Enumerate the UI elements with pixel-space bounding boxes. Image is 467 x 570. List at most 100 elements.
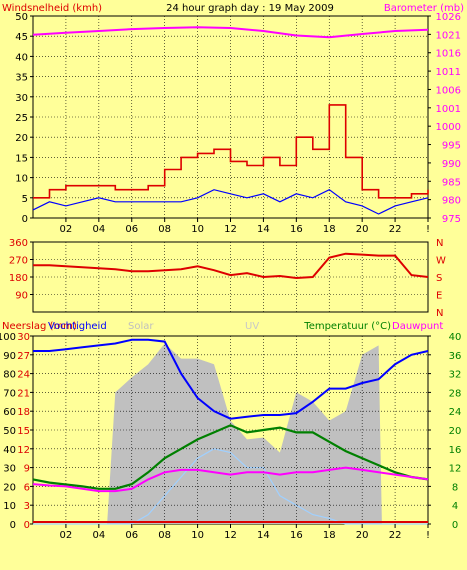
humidity-tick-label: 60 [3, 407, 16, 418]
compass-label: E [436, 291, 442, 302]
rain-tick-label: 18 [17, 407, 30, 418]
x-tick-label: 06 [125, 530, 138, 541]
direction-tick-label: 90 [15, 291, 28, 302]
humidity-tick-label: 20 [3, 482, 16, 493]
rain-tick-label: 21 [17, 388, 30, 399]
y-tick-label: 980 [442, 196, 461, 207]
humidity-tick-label: 100 [0, 332, 16, 343]
y-tick-label: 28 [449, 388, 462, 399]
humidity-tick-label: 70 [3, 388, 16, 399]
x-tick-label: 08 [158, 530, 171, 541]
y-tick-label: 8 [452, 482, 458, 493]
rain-tick-label: 24 [17, 370, 30, 381]
rain-tick-label: 6 [24, 482, 30, 493]
direction-tick-label: 360 [9, 238, 28, 249]
direction-tick-label: 180 [9, 273, 28, 284]
solar-axis-title: Solar [128, 321, 154, 332]
x-tick-label: ! [426, 530, 430, 541]
rain-tick-label: 27 [17, 351, 30, 362]
barometer-axis-title: Barometer (mb) [384, 3, 464, 14]
x-tick-label: 18 [323, 224, 336, 235]
y-tick-label: 20 [449, 426, 462, 437]
x-tick-label: 06 [125, 224, 138, 235]
x-tick-label: 14 [257, 224, 270, 235]
y-tick-label: 0 [22, 214, 28, 225]
x-tick-label: 22 [389, 530, 402, 541]
y-tick-label: 10 [15, 174, 28, 185]
humidity-tick-label: 30 [3, 464, 16, 475]
humidity-tick-label: 50 [3, 426, 16, 437]
x-tick-label: 02 [60, 224, 73, 235]
x-tick-label: 10 [191, 224, 204, 235]
y-tick-label: 15 [15, 153, 28, 164]
rain-tick-label: 0 [24, 520, 30, 531]
wind-axis-title: Windsnelheid (kmh) [2, 3, 102, 14]
humidity-tick-label: 0 [10, 520, 16, 531]
temperature-line [32, 424, 429, 490]
panel-2-frame [32, 241, 429, 313]
y-tick-label: 4 [452, 501, 458, 512]
y-tick-label: 40 [15, 52, 28, 63]
compass-label: W [436, 256, 446, 267]
x-tick-label: 12 [224, 530, 237, 541]
humidity-axis-title: Vochtigheid [48, 321, 107, 332]
chart-title: 24 hour graph day : 19 May 2009 [166, 3, 334, 14]
y-tick-label: 12 [449, 464, 462, 475]
y-tick-label: 35 [15, 73, 28, 84]
y-tick-label: 1006 [436, 85, 461, 96]
rain-tick-label: 12 [17, 445, 30, 456]
humidity-tick-label: 10 [3, 501, 16, 512]
x-tick-label: 04 [92, 224, 105, 235]
x-tick-label: 18 [323, 530, 336, 541]
y-tick-label: 24 [449, 407, 462, 418]
dewpoint-line [32, 466, 429, 493]
y-tick-label: 40 [449, 332, 462, 343]
wind-speed-line [32, 189, 429, 215]
humidity-tick-label: 80 [3, 370, 16, 381]
uv-axis-title: UV [245, 321, 259, 332]
y-tick-label: 20 [15, 133, 28, 144]
y-tick-label: 975 [442, 214, 461, 225]
y-tick-label: 36 [449, 351, 462, 362]
y-tick-label: 1016 [436, 49, 461, 60]
x-tick-label: 20 [356, 224, 369, 235]
humidity-tick-label: 90 [3, 351, 16, 362]
x-tick-label: 20 [356, 530, 369, 541]
compass-label: N [436, 238, 443, 249]
y-tick-label: 50 [15, 12, 28, 23]
wind-direction-line [33, 252, 429, 280]
y-tick-label: 0 [452, 520, 458, 531]
y-tick-label: 995 [442, 141, 461, 152]
x-tick-label: 14 [257, 530, 270, 541]
rain-tick-label: 9 [24, 464, 30, 475]
x-tick-label: 04 [92, 530, 105, 541]
y-tick-label: 1001 [436, 104, 461, 115]
y-tick-label: 1000 [436, 122, 461, 133]
humidity-line [33, 338, 429, 420]
y-tick-label: 1011 [436, 67, 461, 78]
x-tick-label: ! [426, 224, 430, 235]
y-tick-label: 30 [15, 93, 28, 104]
dewpoint-axis-title: Dauwpunt [392, 321, 443, 332]
y-tick-label: 1026 [436, 12, 461, 23]
direction-tick-label: 270 [9, 256, 28, 267]
x-tick-label: 16 [290, 224, 303, 235]
y-tick-label: 32 [449, 370, 462, 381]
x-tick-label: 02 [60, 530, 73, 541]
y-tick-label: 5 [22, 194, 28, 205]
humidity-tick-label: 40 [3, 445, 16, 456]
x-tick-label: 08 [158, 224, 171, 235]
barometer-line [32, 26, 429, 39]
rain-axis-title: Neerslag (mm) [2, 321, 77, 332]
rain-tick-label: 15 [17, 426, 30, 437]
y-tick-label: 985 [442, 177, 461, 188]
y-tick-label: 1021 [436, 30, 461, 41]
solar-area [33, 343, 428, 524]
temperature-axis-title: Temperatuur (°C) [303, 321, 391, 332]
wind-gust-line [33, 104, 429, 199]
rain-tick-label: 30 [17, 332, 30, 343]
compass-label: S [436, 273, 442, 284]
y-tick-label: 16 [449, 445, 462, 456]
x-tick-label: 10 [191, 530, 204, 541]
